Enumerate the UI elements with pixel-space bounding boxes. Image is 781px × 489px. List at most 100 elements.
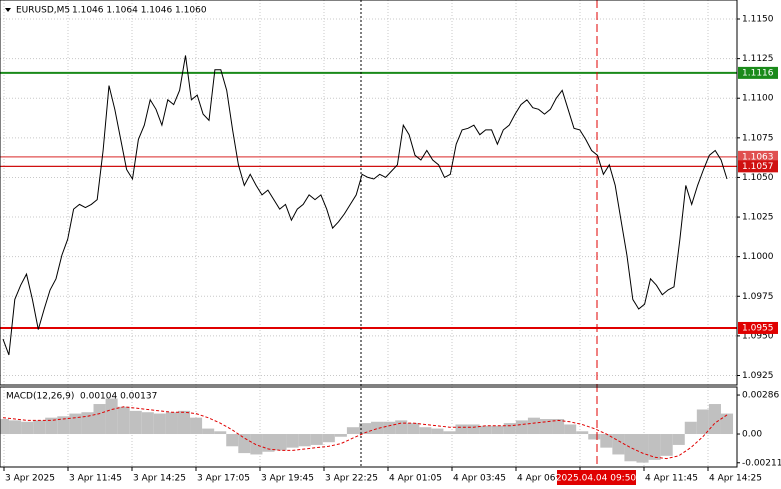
- ohlc: 1.1046 1.1064 1.1046 1.1060: [72, 6, 207, 16]
- macd-bar: [33, 420, 46, 435]
- macd-bar: [527, 417, 540, 435]
- price-line: [2, 55, 728, 356]
- macd-bar: [286, 434, 299, 448]
- main-panel-border: [0, 0, 738, 386]
- macd-bar: [141, 412, 154, 435]
- y-tick-label: 1.1025: [742, 213, 774, 223]
- macd-bar: [407, 423, 420, 435]
- macd-bar: [298, 434, 311, 447]
- macd-bar: [69, 413, 82, 435]
- macd-bar: [371, 421, 384, 435]
- macd-bar: [684, 421, 697, 435]
- macd-bar: [358, 423, 372, 435]
- macd-bar: [539, 419, 553, 435]
- macd-bar: [45, 417, 58, 435]
- symbol: EURUSD,M5: [16, 6, 70, 16]
- level-label: 1.1063: [742, 152, 774, 162]
- level-label-box: [738, 321, 778, 334]
- macd-bar: [214, 431, 227, 435]
- macd-panel-border: [0, 386, 738, 468]
- y-tick-label: 1.1075: [742, 133, 774, 143]
- collapse-icon[interactable]: [5, 8, 11, 12]
- x-tick-label: 3 Apr 11:45: [69, 474, 122, 484]
- macd-bar: [552, 419, 565, 435]
- macd-bar: [334, 434, 347, 437]
- macd-bar: [443, 431, 456, 435]
- macd-bar: [600, 434, 613, 448]
- macd-bar: [129, 410, 142, 435]
- macd-bar: [648, 434, 661, 460]
- macd-bar: [262, 434, 275, 452]
- macd-bar: [660, 434, 673, 456]
- level-label-box: [738, 66, 778, 79]
- macd-bar: [720, 413, 734, 435]
- macd-bar: [93, 404, 106, 435]
- macd-bar: [238, 434, 251, 454]
- x-tick-label: 4 Apr 14:25: [709, 474, 762, 484]
- macd-bar: [503, 423, 516, 435]
- indicator-name: MACD(12,26,9): [6, 392, 74, 402]
- macd-bar: [105, 398, 118, 435]
- x-tick-label: 3 Apr 22:25: [325, 474, 378, 484]
- macd-bar: [395, 420, 408, 435]
- macd-bar: [250, 434, 263, 455]
- macd-bar: [310, 434, 323, 445]
- y-tick-label: -0.00211: [742, 458, 781, 468]
- macd-bar: [153, 413, 166, 435]
- y-tick-label: 0.00286: [742, 391, 779, 401]
- macd-bar: [455, 424, 468, 435]
- macd-bar: [322, 434, 335, 443]
- macd-bar: [624, 434, 637, 462]
- x-tick-label: 4 Apr 06:2: [517, 474, 564, 484]
- y-tick-label: 0.00: [742, 430, 762, 440]
- x-tick-label: 3 Apr 2025: [5, 474, 55, 484]
- level-label-box: [738, 150, 778, 163]
- macd-bar: [117, 406, 130, 435]
- macd-bar: [274, 434, 287, 451]
- x-tick-label: 3 Apr 14:25: [133, 474, 186, 484]
- macd-bar: [81, 412, 94, 435]
- level-label: 1.0955: [742, 323, 774, 333]
- macd-bar: [21, 421, 34, 435]
- y-tick-label: 1.1100: [742, 94, 774, 104]
- y-tick-label: 1.1000: [742, 252, 774, 262]
- macd-bar: [383, 421, 396, 435]
- y-tick-label: 1.1125: [742, 54, 774, 64]
- macd-bar: [491, 425, 504, 435]
- y-tick-label: 1.1150: [742, 15, 774, 25]
- macd-bar: [612, 434, 625, 455]
- y-tick-label: 1.1050: [742, 173, 774, 183]
- indicator-values: 0.00104 0.00137: [80, 392, 157, 402]
- x-tick-label: 4 Apr 01:05: [389, 474, 442, 484]
- macd-bar: [165, 412, 178, 435]
- macd-bar: [0, 419, 10, 435]
- signal-line: [2, 406, 728, 460]
- y-tick-label: 1.0950: [742, 331, 774, 341]
- macd-bar: [564, 424, 577, 435]
- x-tick-label: 3 Apr 17:05: [197, 474, 250, 484]
- macd-bar: [431, 428, 444, 435]
- y-tick-label: 1.0975: [742, 292, 774, 302]
- x-tick-label: 4 Apr 03:45: [453, 474, 506, 484]
- y-tick-label: 1.0925: [742, 371, 774, 381]
- macd-bar: [672, 434, 685, 445]
- x-tick-label: 3 Apr 19:45: [261, 474, 314, 484]
- macd-bar: [57, 416, 70, 435]
- x-tick-label: 4 Apr 11:45: [645, 474, 698, 484]
- macd-bar: [708, 404, 721, 435]
- level-label: 1.1057: [742, 162, 774, 172]
- macd-bar: [588, 434, 601, 440]
- macd-bar: [479, 425, 492, 435]
- macd-bar: [467, 424, 480, 435]
- cursor-label-box: [557, 470, 636, 485]
- macd-bar: [177, 410, 191, 435]
- macd-bar: [226, 434, 239, 447]
- macd-bar: [696, 409, 709, 435]
- macd-bar: [515, 420, 528, 435]
- macd-bar: [9, 420, 22, 435]
- macd-bar: [190, 417, 203, 435]
- macd-bar: [636, 434, 649, 463]
- macd-bar: [576, 431, 589, 435]
